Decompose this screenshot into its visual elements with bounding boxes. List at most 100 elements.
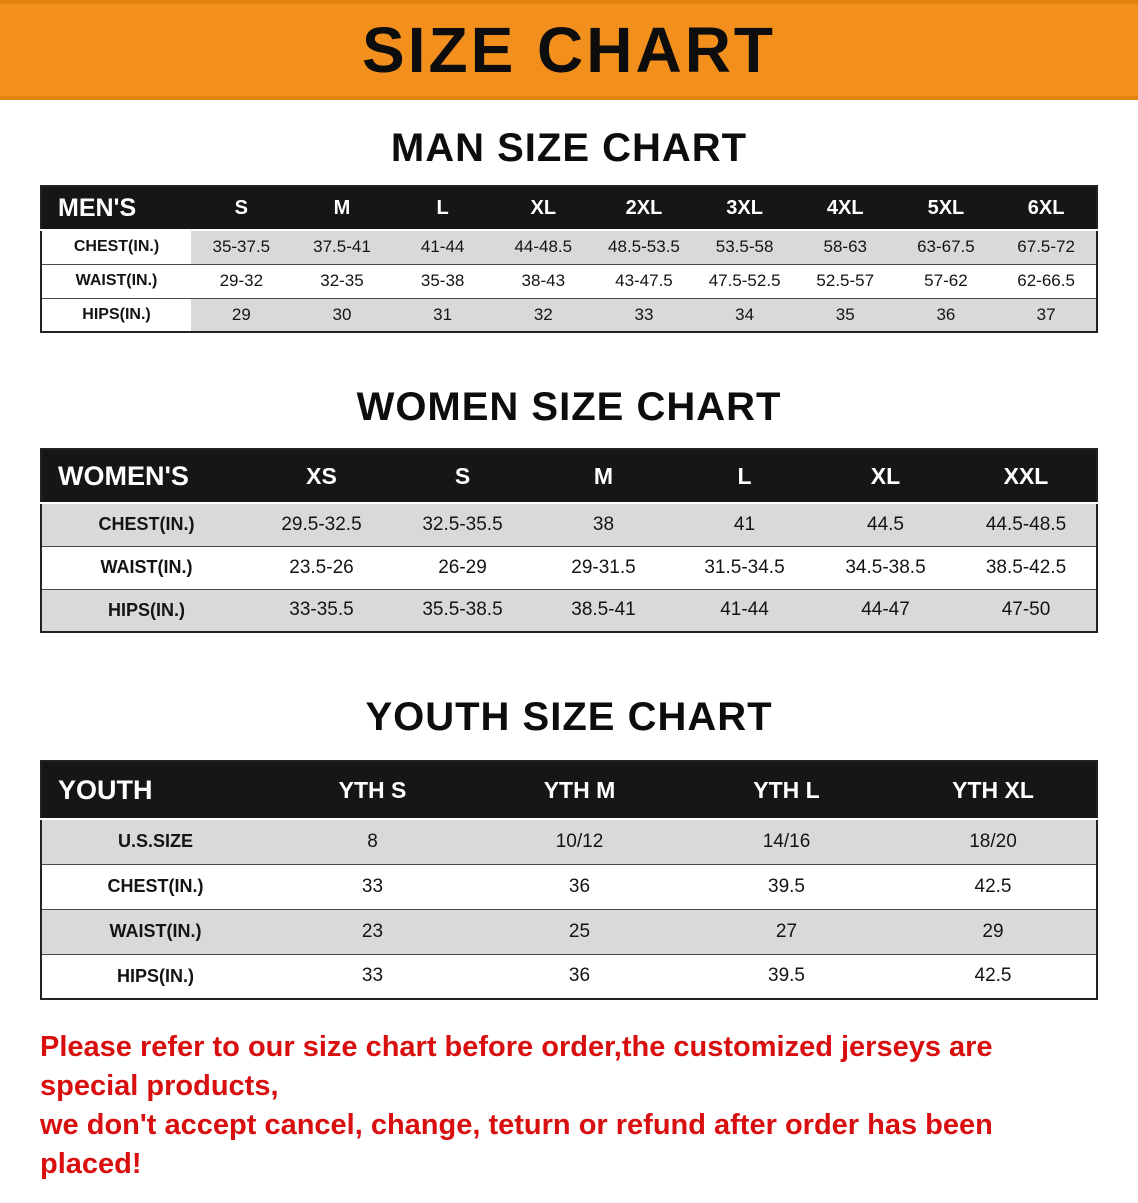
size-value: 44.5: [815, 502, 956, 546]
size-value: 35-38: [392, 263, 493, 298]
size-value: 23: [269, 908, 476, 954]
size-header-cell: YTH M: [476, 761, 683, 820]
size-value: 30: [291, 297, 393, 332]
size-value: 33: [269, 953, 476, 999]
size-header-cell: L: [392, 186, 493, 231]
size-value: 67.5-72: [996, 229, 1097, 264]
size-value: 29-31.5: [533, 545, 674, 589]
size-value: 42.5: [890, 863, 1097, 909]
size-value: 58-63: [794, 229, 896, 264]
size-value: 23.5-26: [251, 545, 392, 589]
measurement-row: WAIST(IN.) 23.5-26 26-29 29-31.5 31.5-34.5 34…: [41, 545, 1097, 589]
measurement-row: CHEST(IN.) 35-37.5 37.5-41 41-44 44-48.5 48.5…: [41, 229, 1097, 264]
size-value: 14/16: [683, 818, 890, 864]
size-header-cell: YTH S: [269, 761, 476, 820]
disclaimer: Please refer to our size chart before or…: [0, 1028, 1138, 1203]
measurement-row: HIPS(IN.) 29 30 31 32 33 34 35 36 37: [41, 297, 1097, 332]
men-size-section: MAN SIZE CHART MEN'S S M L XL 2XL 3XL 4XL 5XL 6XL…: [0, 126, 1138, 333]
men-size-table: MEN'S S M L XL 2XL 3XL 4XL 5XL 6XL CHEST(IN.) 35-37…: [40, 185, 1098, 333]
size-value: 41-44: [392, 229, 493, 264]
size-value: 35-37.5: [191, 229, 292, 264]
youth-size-table: YOUTH YTH S YTH M YTH L YTH XL U.S.SIZE 8 10/12…: [40, 760, 1098, 1000]
size-value: 36: [895, 297, 997, 332]
size-header-cell: YTH XL: [890, 761, 1097, 820]
measurement-label: CHEST(IN.): [41, 229, 191, 264]
size-header-cell: XL: [815, 449, 956, 504]
size-header-cell: XL: [492, 186, 594, 231]
size-value: 53.5-58: [694, 229, 795, 264]
size-value: 35.5-38.5: [392, 588, 533, 632]
measurement-row: U.S.SIZE 8 10/12 14/16 18/20: [41, 818, 1097, 864]
page-title: SIZE CHART: [362, 14, 776, 86]
size-value: 35: [794, 297, 896, 332]
size-value: 32-35: [291, 263, 393, 298]
size-value: 36: [476, 953, 683, 999]
size-value: 37: [996, 297, 1097, 332]
men-section-heading: MAN SIZE CHART: [390, 126, 748, 170]
table-title-cell: YOUTH: [41, 761, 269, 820]
size-value: 29-32: [191, 263, 292, 298]
size-value: 29.5-32.5: [251, 502, 392, 546]
size-header-cell: 6XL: [996, 186, 1097, 231]
size-value: 62-66.5: [996, 263, 1097, 298]
size-header-cell: XS: [251, 449, 392, 504]
size-value: 18/20: [890, 818, 1097, 864]
charts-main: MAN SIZE CHART MEN'S S M L XL 2XL 3XL 4XL 5XL 6XL…: [0, 126, 1138, 1000]
women-section-heading: WOMEN SIZE CHART: [356, 385, 782, 429]
size-value: 33: [269, 863, 476, 909]
size-value: 33: [593, 297, 695, 332]
size-header-cell: XXL: [956, 449, 1097, 504]
title-banner: SIZE CHART: [0, 0, 1138, 100]
size-header-cell: S: [392, 449, 533, 504]
measurement-label: HIPS(IN.): [41, 297, 191, 332]
table-title-cell: WOMEN'S: [41, 449, 251, 504]
size-value: 44-47: [815, 588, 956, 632]
size-value: 10/12: [476, 818, 683, 864]
size-value: 29: [890, 908, 1097, 954]
size-value: 31: [392, 297, 493, 332]
size-value: 27: [683, 908, 890, 954]
measurement-label: WAIST(IN.): [41, 545, 251, 589]
measurement-row: HIPS(IN.) 33 36 39.5 42.5: [41, 953, 1097, 999]
measurement-label: HIPS(IN.): [41, 588, 251, 632]
size-value: 47-50: [956, 588, 1097, 632]
size-header-cell: YTH L: [683, 761, 890, 820]
size-value: 63-67.5: [895, 229, 997, 264]
measurement-row: CHEST(IN.) 33 36 39.5 42.5: [41, 863, 1097, 909]
table-header-row: MEN'S S M L XL 2XL 3XL 4XL 5XL 6XL: [41, 186, 1097, 231]
measurement-label: CHEST(IN.): [41, 863, 269, 909]
women-size-table: WOMEN'S XS S M L XL XXL CHEST(IN.) 29.5-32.5 32.5…: [40, 448, 1098, 633]
size-header-cell: M: [291, 186, 393, 231]
size-value: 48.5-53.5: [593, 229, 695, 264]
measurement-row: HIPS(IN.) 33-35.5 35.5-38.5 38.5-41 41-44 44-…: [41, 588, 1097, 632]
size-value: 41-44: [674, 588, 815, 632]
size-header-cell: 5XL: [895, 186, 997, 231]
size-value: 31.5-34.5: [674, 545, 815, 589]
size-value: 25: [476, 908, 683, 954]
size-value: 57-62: [895, 263, 997, 298]
size-header-cell: M: [533, 449, 674, 504]
measurement-row: CHEST(IN.) 29.5-32.5 32.5-35.5 38 41 44.5 44.5…: [41, 502, 1097, 546]
size-value: 39.5: [683, 953, 890, 999]
size-header-cell: 3XL: [694, 186, 795, 231]
measurement-label: WAIST(IN.): [41, 908, 269, 954]
size-value: 38.5-42.5: [956, 545, 1097, 589]
table-title-cell: MEN'S: [41, 186, 191, 231]
measurement-label: U.S.SIZE: [41, 818, 269, 864]
size-value: 38: [533, 502, 674, 546]
size-value: 44-48.5: [492, 229, 594, 264]
size-value: 38-43: [492, 263, 594, 298]
size-value: 33-35.5: [251, 588, 392, 632]
youth-size-section: YOUTH SIZE CHART YOUTH YTH S YTH M YTH L YTH…: [0, 695, 1138, 1000]
size-header-cell: 4XL: [794, 186, 896, 231]
measurement-row: WAIST(IN.) 23 25 27 29: [41, 908, 1097, 954]
disclaimer-line-1: Please refer to our size chart before or…: [40, 1031, 993, 1103]
size-value: 36: [476, 863, 683, 909]
size-value: 52.5-57: [794, 263, 896, 298]
size-value: 43-47.5: [593, 263, 695, 298]
measurement-label: HIPS(IN.): [41, 953, 269, 999]
youth-section-heading: YOUTH SIZE CHART: [365, 695, 773, 739]
measurement-label: WAIST(IN.): [41, 263, 191, 298]
size-value: 47.5-52.5: [694, 263, 795, 298]
women-size-section: WOMEN SIZE CHART WOMEN'S XS S M L XL XXL CHEST(…: [0, 385, 1138, 633]
